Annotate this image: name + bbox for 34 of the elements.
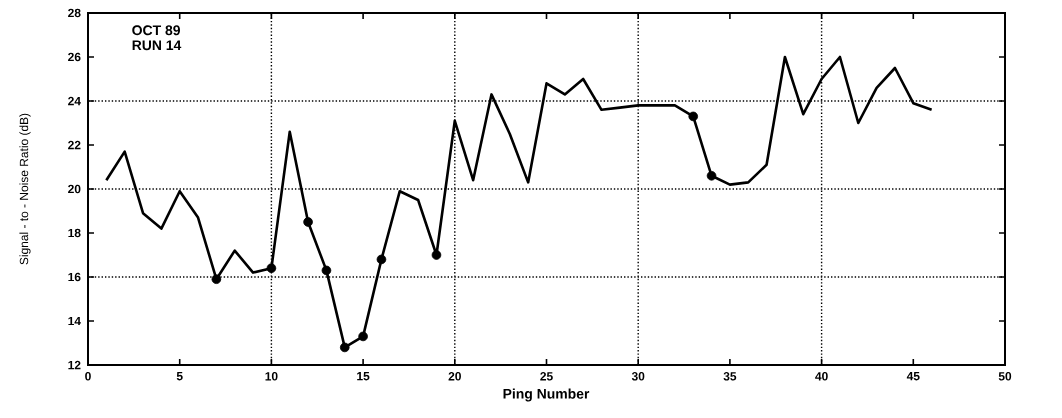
y-tick-label: 16 (68, 272, 81, 282)
point (211, 274, 222, 284)
x-tick-label: 45 (906, 372, 920, 381)
annotation: OCT 89 (132, 25, 180, 36)
x-tick-label: 30 (631, 372, 645, 381)
x-tick-label: 40 (815, 372, 828, 381)
x-tick-label: 15 (357, 372, 370, 381)
y-tick-label: 14 (68, 316, 81, 326)
y-tick-label: 12 (68, 360, 81, 370)
y-tick-label: 26 (68, 52, 81, 62)
point (321, 265, 332, 276)
x-axis-title: Ping Number (503, 388, 590, 402)
x-tick-label: 50 (998, 372, 1012, 381)
y-tick-label: 22 (68, 140, 81, 150)
point (688, 111, 699, 122)
y-tick-label: 18 (68, 228, 81, 238)
x-tick-label: 5 (176, 372, 183, 381)
point (376, 254, 387, 265)
point (358, 331, 368, 342)
y-tick-label: 24 (68, 96, 81, 106)
y-tick-label: 28 (68, 8, 81, 18)
point (706, 171, 717, 181)
point (339, 342, 350, 353)
point (431, 250, 442, 260)
y-axis-title: Signal - to - Noise Ratio (dB) (19, 113, 31, 265)
annotation: RUN 14 (132, 40, 182, 51)
x-tick-label: 0 (85, 372, 91, 381)
point (266, 263, 277, 273)
x-tick-label: 20 (448, 372, 461, 381)
y-tick-label: 20 (68, 184, 81, 194)
point (303, 217, 313, 227)
x-tick-label: 25 (540, 372, 553, 381)
x-tick-label: 35 (723, 372, 737, 381)
x-tick-label: 10 (265, 372, 278, 381)
